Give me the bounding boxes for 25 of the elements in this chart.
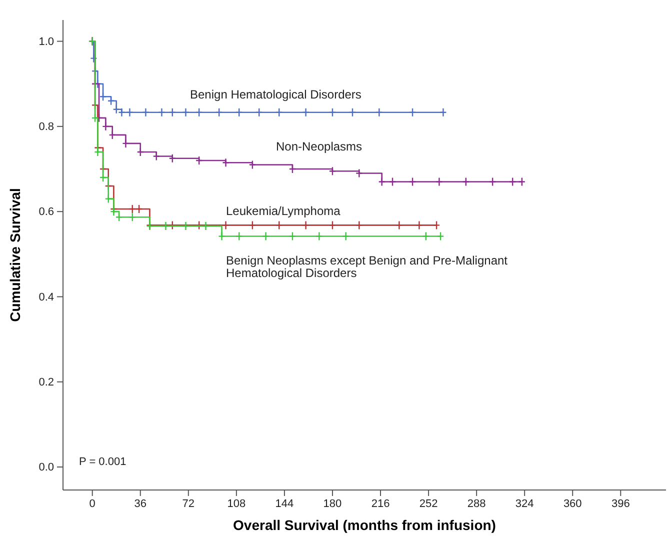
x-tick-label: 324 [515, 498, 534, 510]
series-label: Leukemia/Lymphoma [226, 204, 341, 218]
y-tick-label: 1.0 [38, 36, 54, 48]
y-axis-title: Cumulative Survival [7, 188, 23, 322]
y-tick-label: 0.2 [38, 376, 54, 388]
x-tick-label: 216 [371, 498, 390, 510]
x-tick-label: 144 [275, 498, 294, 510]
x-axis-title: Overall Survival (months from infusion) [233, 517, 496, 533]
y-tick-label: 0.8 [38, 120, 54, 133]
annotation: P = 0.001 [79, 456, 126, 468]
x-tick-label: 0 [89, 498, 96, 510]
x-tick-label: 288 [467, 498, 486, 510]
series-label: Non-Neoplasms [276, 140, 362, 154]
y-tick-label: 0.4 [38, 291, 54, 304]
x-tick-label: 360 [563, 498, 582, 510]
y-tick-label: 0.6 [38, 206, 54, 218]
y-tick-label: 0.0 [38, 462, 54, 474]
series-label: Benign Hematological Disorders [190, 87, 362, 102]
x-tick-label: 36 [134, 498, 146, 510]
x-tick-label: 396 [611, 498, 630, 510]
x-tick-label: 180 [323, 498, 342, 510]
x-tick-label: 72 [182, 498, 195, 510]
x-tick-label: 108 [227, 498, 246, 510]
x-tick-label: 252 [419, 498, 438, 510]
series-label: Benign Neoplasms except Benign and Pre-Malignant Hematological Disorders [226, 253, 508, 280]
